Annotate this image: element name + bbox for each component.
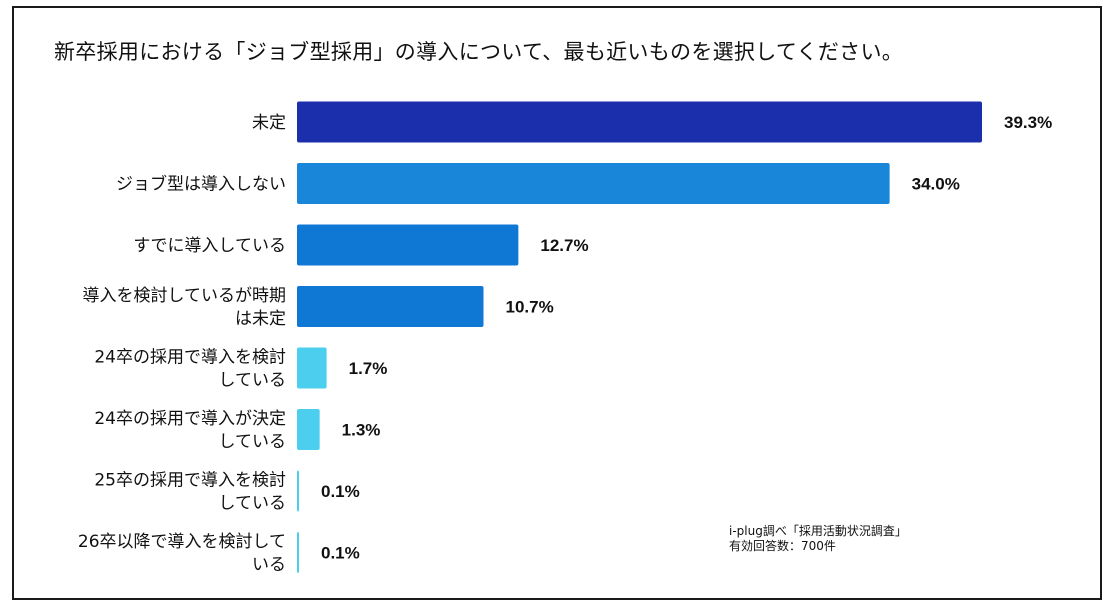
category-label-4: 導入を検討しているが時期は未定 — [83, 286, 287, 329]
source-line-1: i-plug調べ「採用活動状況調査」 — [729, 524, 907, 538]
category-label-6: 24卒の採用で導入が決定している — [94, 409, 286, 452]
value-label-2: 34.0% — [912, 175, 960, 194]
bar-8 — [297, 532, 299, 573]
value-label-7: 0.1% — [321, 482, 360, 501]
value-label-3: 12.7% — [540, 236, 588, 255]
category-label-7: 25卒の採用で導入を検討している — [94, 471, 286, 514]
category-label-1: 未定 — [252, 113, 286, 133]
bar-7 — [297, 470, 299, 512]
chart-frame: 新卒採用における「ジョブ型採用」の導入について、最も近いものを選択してください。… — [12, 6, 1102, 600]
value-label-4: 10.7% — [506, 298, 554, 317]
chart-title: 新卒採用における「ジョブ型採用」の導入について、最も近いものを選択してください。 — [54, 40, 904, 64]
category-label-3: すでに導入している — [133, 236, 286, 256]
bar-2 — [297, 163, 890, 204]
value-label-5: 1.7% — [349, 359, 388, 378]
value-label-6: 1.3% — [342, 421, 381, 440]
category-label-5: 24卒の採用で導入を検討している — [94, 348, 286, 391]
value-label-8: 0.1% — [321, 544, 360, 563]
bar-1 — [297, 101, 982, 143]
category-label-8: 26卒以降で導入を検討している — [78, 532, 286, 575]
bar-4 — [297, 286, 484, 327]
bar-3 — [297, 224, 519, 266]
category-label-2: ジョブ型は導入しない — [116, 174, 286, 195]
value-label-1: 39.3% — [1004, 113, 1052, 132]
bar-5 — [297, 347, 327, 389]
source-note: i-plug調べ「採用活動状況調査」 有効回答数：700件 — [729, 524, 907, 554]
bar-6 — [297, 409, 320, 450]
bar-chart: 未定 39.3% ジョブ型は導入しない 34.0% すでに導入している 12.7% 導入を検… — [78, 101, 1052, 575]
source-line-2: 有効回答数：700件 — [729, 539, 836, 553]
